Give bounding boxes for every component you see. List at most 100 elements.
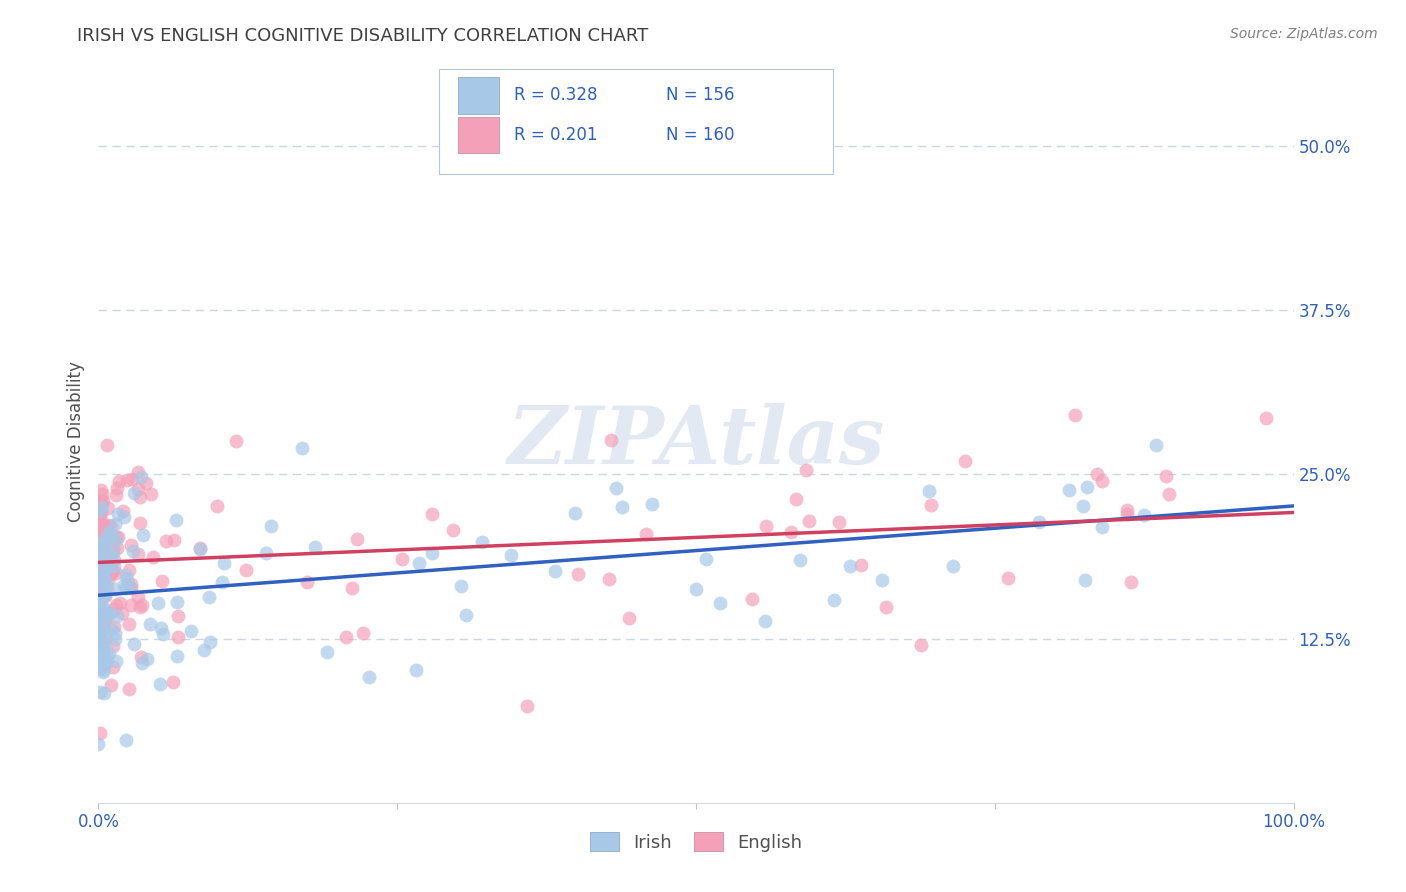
Point — [94, 587, 117, 601]
Point — [420, 508, 443, 522]
Point — [93, 629, 115, 643]
Point — [87, 594, 110, 608]
Point — [97, 607, 120, 622]
Point — [90, 563, 112, 577]
Point — [598, 573, 620, 587]
Point — [1064, 408, 1087, 422]
Point — [90, 483, 112, 497]
Point — [93, 572, 115, 586]
Point — [87, 603, 110, 617]
Point — [1057, 483, 1080, 498]
Point — [91, 571, 114, 585]
Point — [87, 548, 110, 562]
Point — [235, 563, 257, 577]
Point — [105, 609, 128, 624]
Point — [87, 573, 110, 587]
Point — [955, 453, 977, 467]
Point — [118, 580, 141, 594]
Point — [755, 519, 778, 533]
Point — [104, 654, 127, 668]
Point — [91, 644, 114, 658]
Point — [87, 507, 110, 521]
Point — [405, 663, 427, 677]
Point — [709, 596, 731, 610]
Point — [198, 635, 221, 649]
Point — [872, 574, 894, 588]
Point — [780, 524, 803, 539]
Point — [112, 510, 135, 524]
Point — [118, 617, 141, 632]
Point — [90, 559, 112, 574]
Point — [103, 626, 125, 640]
Point — [1119, 575, 1142, 590]
Point — [93, 637, 115, 651]
Point — [212, 556, 235, 570]
Point — [100, 622, 122, 636]
Point — [87, 607, 110, 622]
Point — [108, 597, 131, 611]
Point — [87, 613, 110, 627]
Point — [103, 559, 125, 574]
Point — [98, 517, 121, 532]
Point — [94, 559, 117, 574]
Point — [89, 594, 111, 608]
Text: R = 0.201: R = 0.201 — [515, 126, 598, 145]
Point — [112, 578, 135, 592]
Point — [605, 482, 627, 496]
Point — [94, 604, 117, 618]
Point — [98, 525, 121, 540]
Point — [111, 606, 134, 620]
Point — [103, 620, 125, 634]
Point — [315, 645, 337, 659]
Point — [89, 624, 111, 638]
Point — [89, 508, 111, 523]
Point — [1085, 467, 1108, 481]
Point — [87, 550, 110, 565]
Point — [741, 591, 763, 606]
Point — [94, 608, 117, 623]
Point — [90, 619, 112, 633]
Point — [225, 434, 247, 449]
Point — [89, 563, 111, 577]
Point — [167, 630, 190, 644]
Point — [152, 627, 174, 641]
Point — [166, 609, 188, 624]
Point — [87, 508, 110, 523]
Point — [335, 630, 357, 644]
Point — [105, 488, 128, 502]
Point — [132, 528, 155, 542]
Point — [94, 656, 117, 670]
Point — [128, 516, 150, 531]
Point — [920, 498, 942, 512]
Point — [87, 626, 110, 640]
Point — [100, 527, 122, 541]
Point — [141, 487, 163, 501]
Point — [87, 569, 110, 583]
Point — [408, 556, 430, 570]
Point — [89, 595, 111, 609]
Point — [1028, 515, 1050, 529]
Point — [89, 685, 111, 699]
Point — [166, 595, 188, 609]
Point — [295, 575, 318, 590]
Point — [93, 600, 115, 615]
Point — [89, 627, 111, 641]
Point — [120, 577, 142, 591]
Point — [142, 550, 165, 565]
Point — [87, 737, 110, 751]
Point — [87, 627, 110, 641]
Point — [98, 606, 121, 620]
Point — [98, 551, 121, 566]
Point — [91, 500, 114, 514]
Point — [785, 492, 807, 507]
Point — [105, 566, 128, 581]
Point — [87, 504, 110, 518]
Point — [997, 571, 1019, 585]
Point — [118, 562, 141, 576]
Point — [1159, 487, 1181, 501]
Point — [90, 606, 112, 620]
Point — [499, 548, 522, 562]
Point — [89, 553, 111, 567]
Point — [105, 481, 128, 495]
Point — [471, 534, 494, 549]
